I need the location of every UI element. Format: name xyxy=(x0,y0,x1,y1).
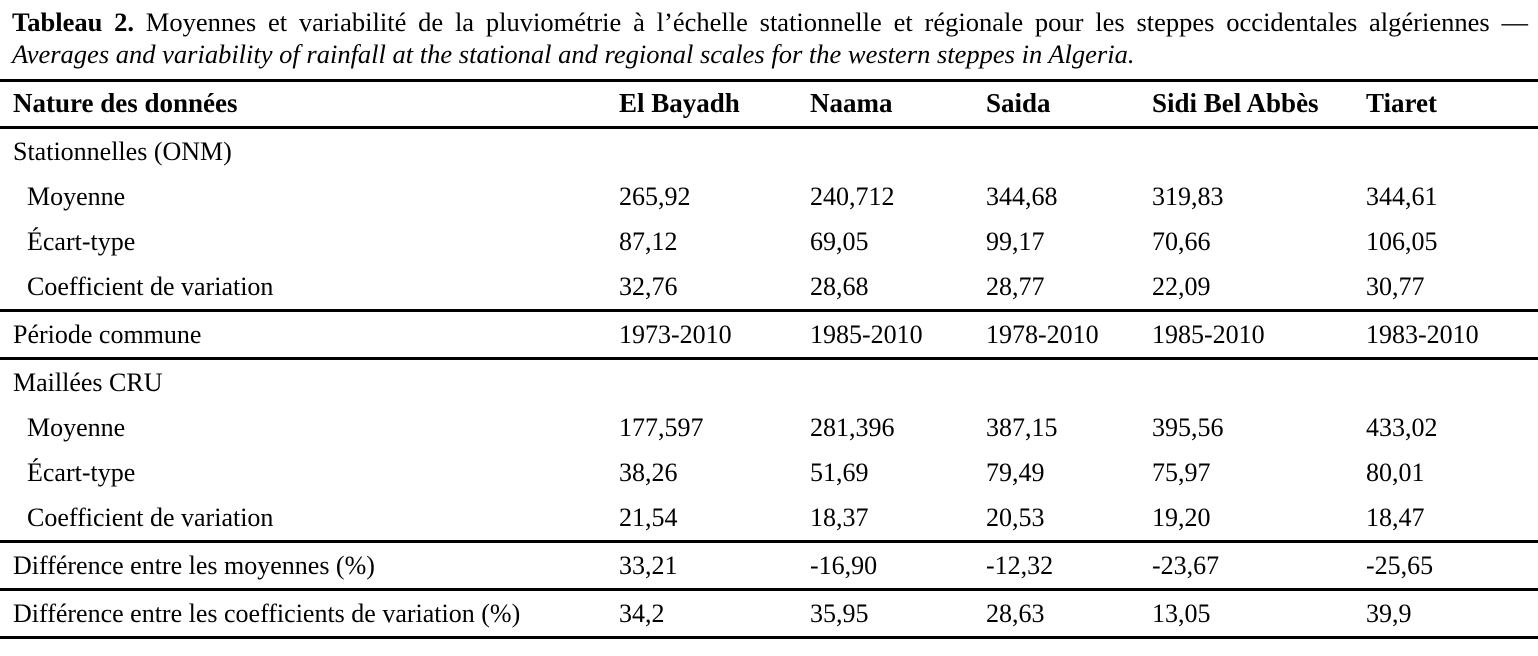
cell: 70,66 xyxy=(1152,226,1211,256)
cell: 69,05 xyxy=(810,226,869,256)
cell: 19,20 xyxy=(1152,502,1211,532)
cell: 21,54 xyxy=(619,502,678,532)
row-difference-moyennes: Différence entre les moyennes (%) 33,21 … xyxy=(0,543,1538,588)
row-label: Moyenne xyxy=(27,181,126,211)
row-cru-moyenne: Moyenne 177,597 281,396 387,15 395,56 43… xyxy=(0,405,1538,450)
cell: 395,56 xyxy=(1152,412,1224,442)
row-label: Différence entre les coefficients de var… xyxy=(13,598,521,628)
header-saida: Saida xyxy=(986,88,1051,119)
cell: 18,47 xyxy=(1366,502,1425,532)
cell: 319,83 xyxy=(1152,181,1224,211)
section-rule xyxy=(0,587,1538,591)
cell: -23,67 xyxy=(1152,550,1220,580)
row-onm-coefficient-variation: Coefficient de variation 32,76 28,68 28,… xyxy=(0,264,1538,309)
cell: 344,61 xyxy=(1366,181,1438,211)
cell: 28,68 xyxy=(810,271,869,301)
cell: 34,2 xyxy=(619,598,665,628)
header-tiaret: Tiaret xyxy=(1366,88,1437,119)
cell: 281,396 xyxy=(810,412,895,442)
cell: 87,12 xyxy=(619,226,678,256)
cell: 51,69 xyxy=(810,457,869,487)
cell: 1983-2010 xyxy=(1366,319,1479,349)
cell: 20,53 xyxy=(986,502,1045,532)
table-bottom-rule xyxy=(0,635,1538,639)
cell: 30,77 xyxy=(1366,271,1425,301)
cell: 38,26 xyxy=(619,457,678,487)
caption-french-text: Moyennes et variabilité de la pluviométr… xyxy=(134,7,1529,37)
row-label: Moyenne xyxy=(27,412,126,442)
header-bottom-rule xyxy=(0,125,1538,129)
row-cru-ecart-type: Écart-type 38,26 51,69 79,49 75,97 80,01 xyxy=(0,450,1538,495)
cell: 32,76 xyxy=(619,271,678,301)
cell: 28,63 xyxy=(986,598,1045,628)
cell: 387,15 xyxy=(986,412,1058,442)
cell: 22,09 xyxy=(1152,271,1211,301)
cell: 1978-2010 xyxy=(986,319,1099,349)
cell: 75,97 xyxy=(1152,457,1211,487)
header-sidi-bel-abbes: Sidi Bel Abbès xyxy=(1152,88,1319,119)
row-label: Coefficient de variation xyxy=(27,271,274,301)
caption-english-text: Averages and variability of rainfall at … xyxy=(12,38,1135,69)
row-label: Coefficient de variation xyxy=(27,502,274,532)
cell: 35,95 xyxy=(810,598,869,628)
row-label: Écart-type xyxy=(27,457,136,487)
header-naama: Naama xyxy=(810,88,893,119)
cell: 106,05 xyxy=(1366,226,1438,256)
cell: 39,9 xyxy=(1366,598,1412,628)
cell: -25,65 xyxy=(1366,550,1434,580)
cell: 79,49 xyxy=(986,457,1045,487)
section-rule xyxy=(0,308,1538,312)
row-label: Écart-type xyxy=(27,226,136,256)
cell: 28,77 xyxy=(986,271,1045,301)
header-el-bayadh: El Bayadh xyxy=(619,88,740,119)
cell: 240,712 xyxy=(810,181,895,211)
cell: -16,90 xyxy=(810,550,878,580)
caption-label: Tableau 2. xyxy=(12,7,135,37)
row-label: Période commune xyxy=(13,319,202,349)
cell: 18,37 xyxy=(810,502,869,532)
row-cru-coefficient-variation: Coefficient de variation 21,54 18,37 20,… xyxy=(0,495,1538,540)
cell: 433,02 xyxy=(1366,412,1438,442)
cell: 1985-2010 xyxy=(810,319,923,349)
header-nature-des-donnees: Nature des données xyxy=(13,88,238,119)
cell: 33,21 xyxy=(619,550,678,580)
row-onm-moyenne: Moyenne 265,92 240,712 344,68 319,83 344… xyxy=(0,174,1538,219)
cell: 13,05 xyxy=(1152,598,1211,628)
cell: 99,17 xyxy=(986,226,1045,256)
section-rule xyxy=(0,356,1538,360)
row-label: Maillées CRU xyxy=(13,367,163,397)
row-label: Différence entre les moyennes (%) xyxy=(13,550,375,580)
table-caption: Tableau 2. Moyennes et variabilité de la… xyxy=(0,0,1538,79)
row-difference-coefficients: Différence entre les coefficients de var… xyxy=(0,591,1538,636)
row-periode-commune: Période commune 1973-2010 1985-2010 1978… xyxy=(0,312,1538,357)
cell: 1973-2010 xyxy=(619,319,732,349)
cell: 344,68 xyxy=(986,181,1058,211)
cell: 1985-2010 xyxy=(1152,319,1265,349)
table-top-rule xyxy=(0,78,1538,82)
cell: 177,597 xyxy=(619,412,704,442)
row-section-maillees-cru: Maillées CRU xyxy=(0,360,1538,405)
section-rule xyxy=(0,539,1538,543)
row-section-stationnelles: Stationnelles (ONM) xyxy=(0,129,1538,174)
cell: -12,32 xyxy=(986,550,1054,580)
row-onm-ecart-type: Écart-type 87,12 69,05 99,17 70,66 106,0… xyxy=(0,219,1538,264)
table-header-row: Nature des données El Bayadh Naama Saida… xyxy=(0,82,1538,126)
row-label: Stationnelles (ONM) xyxy=(13,136,232,166)
cell: 80,01 xyxy=(1366,457,1425,487)
cell: 265,92 xyxy=(619,181,691,211)
